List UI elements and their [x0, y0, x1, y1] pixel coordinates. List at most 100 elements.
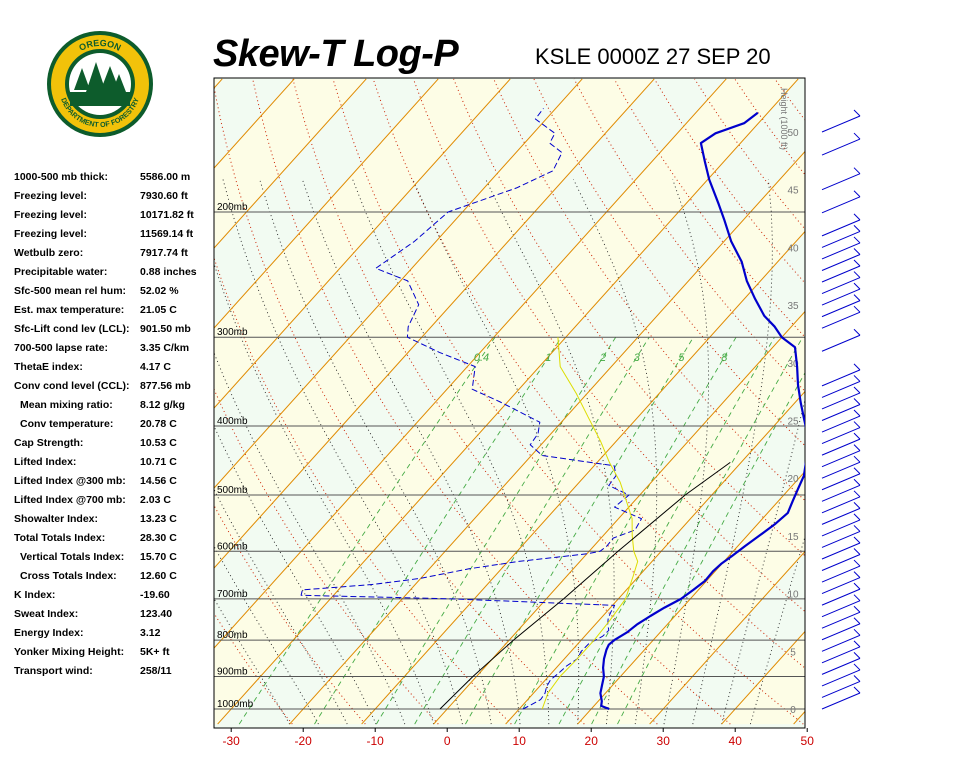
- height-tick-label: 40: [787, 243, 799, 254]
- wind-barb-flag: [853, 132, 861, 140]
- index-value: 8.12 g/kg: [140, 399, 185, 411]
- wind-barb-flag: [853, 652, 861, 659]
- sounding-series: [300, 108, 805, 711]
- index-label: Sfc-Lift cond lev (LCL):: [14, 323, 130, 335]
- svg-text:OREGON: OREGON: [77, 38, 122, 53]
- index-row: Lifted Index @300 mb: 14.56 C: [14, 473, 214, 492]
- isotherm-band: [214, 78, 223, 89]
- wind-barb: [821, 138, 861, 156]
- isotherm-line: [649, 550, 805, 725]
- wind-barb: [821, 484, 861, 502]
- moist-adiabat: [721, 397, 805, 725]
- wind-barb: [821, 669, 861, 687]
- index-value: 21.05 C: [140, 304, 177, 316]
- index-row: Yonker Mixing Height: 5K+ ft: [14, 644, 214, 663]
- index-label: Freezing level:: [14, 209, 87, 221]
- x-tick-label: 50: [801, 734, 815, 748]
- index-row: 700-500 lapse rate: 3.35 C/km: [14, 340, 214, 359]
- dry-adiabat: [214, 256, 512, 725]
- isotherm-line: [214, 78, 367, 249]
- index-row: Showalter Index: 13.23 C: [14, 511, 214, 530]
- mixing-ratio-line: [314, 336, 562, 725]
- wind-barb-flag: [853, 375, 861, 382]
- height-tick-label: 0: [790, 705, 796, 716]
- moist-adiabat: [259, 179, 492, 725]
- height-axis-label: Height (1000 ft): [779, 88, 789, 150]
- height-tick-label: 15: [787, 532, 799, 543]
- wind-barb-flag: [853, 571, 861, 578]
- x-tick-label: -10: [367, 734, 385, 748]
- wind-barb: [821, 300, 861, 318]
- wind-barb: [821, 680, 861, 698]
- wind-barb: [821, 288, 861, 306]
- index-row: Lifted Index: 10.71 C: [14, 454, 214, 473]
- wind-barb: [821, 311, 861, 329]
- index-value: 123.40: [140, 608, 173, 620]
- wind-barb: [821, 404, 861, 421]
- index-value: 10171.82 ft: [140, 209, 194, 221]
- wind-barb-flag: [853, 640, 861, 648]
- wind-barb-flag: [853, 490, 861, 498]
- wind-barb: [821, 173, 861, 191]
- height-tick-label: 20: [787, 474, 799, 485]
- index-value: 7930.60 ft: [140, 190, 188, 202]
- dry-adiabat: [292, 78, 731, 725]
- index-label: K Index:: [14, 589, 56, 601]
- index-value: 3.35 C/km: [140, 342, 190, 354]
- mixing-ratio-line: [558, 336, 775, 725]
- isotherm-line: [577, 470, 805, 725]
- wind-barb-flag: [853, 536, 861, 544]
- moist-adiabat: [352, 179, 550, 725]
- wind-barb-flag: [853, 190, 861, 198]
- wind-barb-flag: [853, 605, 861, 613]
- height-tick-label: 25: [787, 417, 799, 428]
- index-label: Lifted Index @300 mb:: [14, 475, 126, 487]
- index-value: 10.53 C: [140, 437, 177, 449]
- wind-barbs: [821, 109, 861, 710]
- x-tick-label: 10: [513, 734, 527, 748]
- height-tick-label: 50: [787, 128, 799, 139]
- mixing-ratio-line: [617, 371, 805, 725]
- index-label: Wetbulb zero:: [14, 247, 84, 259]
- index-value: 28.30 C: [140, 532, 177, 544]
- wind-barb-flag: [853, 478, 861, 486]
- x-tick-label: 30: [657, 734, 671, 748]
- wind-barb-flag: [853, 363, 861, 371]
- moist-adiabat: [214, 425, 377, 725]
- index-value: 0.88 inches: [140, 266, 197, 278]
- index-row: Sfc-500 mean rel hum: 52.02 %: [14, 283, 214, 302]
- wind-barb-flag: [853, 386, 861, 394]
- index-value: 14.56 C: [140, 475, 177, 487]
- moist-adiabat: [222, 179, 463, 725]
- wind-barb: [821, 438, 861, 456]
- temperature-trace: [599, 111, 805, 711]
- grid-lines: [0, 78, 805, 725]
- index-label: Yonker Mixing Height:: [14, 646, 125, 658]
- pressure-tick-label: 800mb: [217, 630, 248, 641]
- wind-barb: [821, 369, 861, 387]
- index-row: Conv temperature: 20.78 C: [14, 416, 214, 435]
- index-row: Cap Strength: 10.53 C: [14, 435, 214, 454]
- pressure-tick-label: 1000mb: [217, 699, 254, 710]
- index-value: 12.60 C: [140, 570, 177, 582]
- oregon-forestry-logo: OREGON DEPARTMENT OF FORESTRY: [47, 31, 153, 137]
- wind-barb: [821, 611, 861, 629]
- x-tick-label: 40: [729, 734, 743, 748]
- isotherm-line: [0, 79, 78, 724]
- index-label: Freezing level:: [14, 190, 87, 202]
- index-label: Freezing level:: [14, 228, 87, 240]
- wind-barb-flag: [853, 513, 861, 521]
- index-row: Freezing level: 11569.14 ft: [14, 226, 214, 245]
- index-row: K Index: -19.60: [14, 587, 214, 606]
- wind-barb-flag: [853, 167, 861, 175]
- wind-barb-flag: [853, 421, 861, 428]
- index-row: Wetbulb zero: 7917.74 ft: [14, 245, 214, 264]
- dry-adiabat: [573, 78, 805, 392]
- wind-barb: [821, 657, 861, 675]
- index-value: 20.78 C: [140, 418, 177, 430]
- isotherm-line: [214, 78, 511, 409]
- wind-barb-flag: [853, 525, 861, 532]
- index-label: Energy Index:: [14, 627, 84, 639]
- index-value: 258/11: [140, 665, 172, 677]
- x-tick-label: 0: [444, 734, 451, 748]
